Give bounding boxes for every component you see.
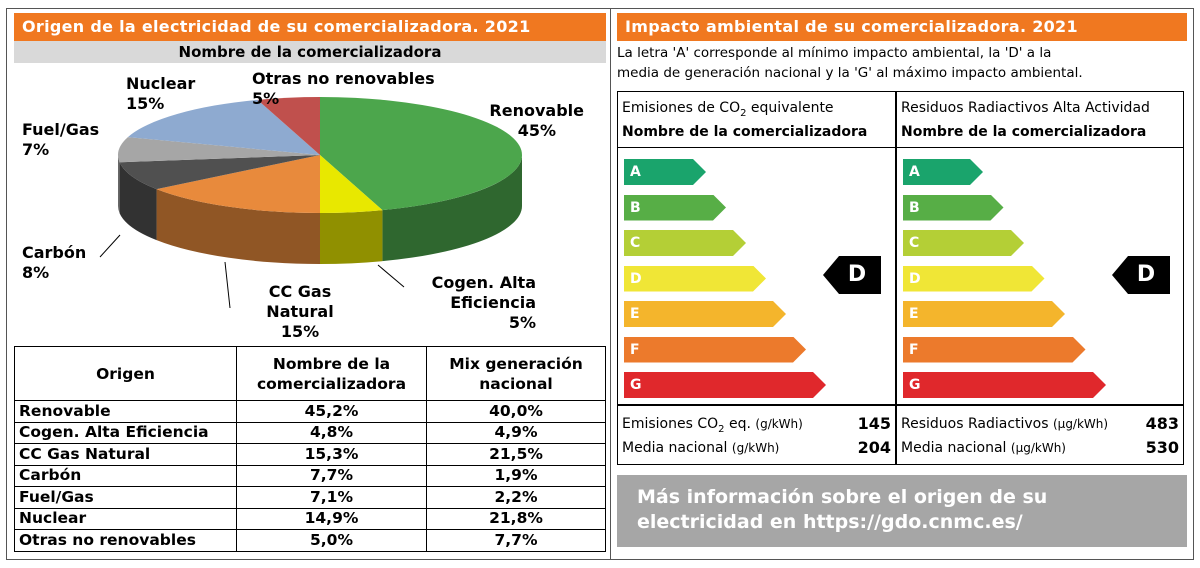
table-row: Renovable 45,2% 40,0%	[14, 400, 606, 423]
table-row: Otras no renovables 5,0% 7,7%	[14, 529, 606, 552]
mix-table: Origen Nombre de la comercializadora Mix…	[14, 346, 606, 552]
left-subtitle: Nombre de la comercializadora	[14, 41, 606, 63]
co2-stats: Emisiones CO2 eq. (g/kWh) 145 Media naci…	[617, 405, 896, 465]
rad-stats: Residuos Radiactivos (µg/kWh) 483 Media …	[896, 405, 1184, 465]
right-title: Impacto ambiental de su comercializadora…	[617, 13, 1187, 41]
pie-slice-cogen-alta-eficiencia	[320, 155, 383, 213]
pie-side-4	[118, 155, 120, 214]
rad-stat-media: Media nacional (µg/kWh) 530	[901, 438, 1179, 457]
rad-grade-b: B	[903, 195, 1004, 221]
co2-grade-b: B	[624, 195, 726, 221]
co2-rating-marker: D	[823, 256, 881, 294]
pie-label-otras: Otras no renovables 5%	[252, 69, 435, 108]
pie-slice-otras-no-renovables	[257, 97, 320, 155]
rad-grade-e: E	[903, 301, 1065, 327]
pie-side-0	[382, 155, 522, 262]
table-row: Carbón 7,7% 1,9%	[14, 464, 606, 487]
co2-grade-a: A	[624, 159, 706, 185]
co2-title: Emisiones de CO2 equivalente	[622, 100, 834, 119]
row-comercializadora: 5,0%	[236, 529, 427, 552]
row-origen: Renovable	[14, 400, 237, 423]
rad-subtitle: Nombre de la comercializadora	[901, 124, 1147, 140]
rad-grade-a: A	[903, 159, 983, 185]
co2-stat-emisiones: Emisiones CO2 eq. (g/kWh) 145	[622, 414, 891, 435]
table-row: Nuclear 14,9% 21,8%	[14, 507, 606, 530]
table-row: CC Gas Natural 15,3% 21,5%	[14, 443, 606, 466]
pie-chart	[99, 97, 522, 309]
intro-text: La letra 'A' corresponde al mínimo impac…	[617, 45, 1083, 81]
divider	[610, 8, 611, 560]
row-mix: 21,5%	[426, 443, 606, 466]
co2-panel: Emisiones de CO2 equivalente Nombre de l…	[617, 91, 896, 405]
row-origen: Carbón	[14, 464, 237, 487]
row-mix: 40,0%	[426, 400, 606, 423]
row-comercializadora: 15,3%	[236, 443, 427, 466]
table-row: Cogen. Alta Eficiencia 4,8% 4,9%	[14, 421, 606, 444]
pie-side-2	[156, 189, 320, 264]
row-mix: 2,2%	[426, 486, 606, 509]
leader-line	[224, 261, 231, 309]
pie-slice-fuel-gas	[118, 137, 320, 163]
rad-grade-d: D	[903, 266, 1045, 292]
pie-label-ccgas: CC Gas Natural 15%	[266, 282, 334, 341]
table-header-row: Origen Nombre de la comercializadora Mix…	[14, 346, 606, 401]
pie-label-nuclear: Nuclear 15%	[126, 74, 196, 113]
row-mix: 4,9%	[426, 421, 606, 444]
pie-slice-renovable	[320, 97, 522, 211]
rad-grade-f: F	[903, 337, 1086, 363]
rad-rating-marker: D	[1112, 256, 1170, 294]
rad-stat-residuos: Residuos Radiactivos (µg/kWh) 483	[901, 414, 1179, 433]
co2-grade-c: C	[624, 230, 746, 256]
row-origen: Cogen. Alta Eficiencia	[14, 421, 237, 444]
row-comercializadora: 14,9%	[236, 507, 427, 530]
pie-side-3	[119, 162, 157, 241]
row-mix: 7,7%	[426, 529, 606, 552]
document-frame	[6, 8, 1194, 560]
co2-grade-f: F	[624, 337, 806, 363]
header-origen: Origen	[14, 346, 237, 401]
row-comercializadora: 7,1%	[236, 486, 427, 509]
leader-line	[99, 234, 121, 258]
row-comercializadora: 4,8%	[236, 421, 427, 444]
row-mix: 21,8%	[426, 507, 606, 530]
table-row: Fuel/Gas 7,1% 2,2%	[14, 486, 606, 509]
co2-grade-d: D	[624, 266, 766, 292]
co2-grade-g: G	[624, 372, 826, 398]
co2-stat-media: Media nacional (g/kWh) 204	[622, 438, 891, 457]
rad-title: Residuos Radiactivos Alta Actividad	[901, 100, 1150, 116]
row-mix: 1,9%	[426, 464, 606, 487]
row-comercializadora: 45,2%	[236, 400, 427, 423]
leader-line	[377, 264, 405, 288]
co2-subtitle: Nombre de la comercializadora	[622, 124, 868, 140]
pie-slice-carb-n	[119, 155, 320, 190]
pie-label-carbon: Carbón 8%	[22, 243, 87, 282]
header-comercializadora: Nombre de la comercializadora	[236, 346, 427, 401]
rad-grade-g: G	[903, 372, 1106, 398]
info-box: Más información sobre el origen de su el…	[617, 475, 1187, 547]
row-origen: CC Gas Natural	[14, 443, 237, 466]
left-title: Origen de la electricidad de su comercia…	[14, 13, 606, 41]
pie-label-cogen: Cogen. Alta Eficiencia 5%	[431, 273, 536, 332]
header-mix: Mix generación nacional	[426, 346, 606, 401]
pie-side-1	[320, 210, 383, 264]
rad-grade-c: C	[903, 230, 1024, 256]
row-origen: Otras no renovables	[14, 529, 237, 552]
row-comercializadora: 7,7%	[236, 464, 427, 487]
pie-label-fuelgas: Fuel/Gas 7%	[22, 120, 100, 159]
pie-label-renovable: Renovable 45%	[489, 101, 584, 140]
info-link[interactable]: electricidad en https://gdo.cnmc.es/	[637, 511, 1023, 533]
row-origen: Nuclear	[14, 507, 237, 530]
pie-slice-cc-gas-natural	[156, 155, 320, 213]
rad-panel: Residuos Radiactivos Alta Actividad Nomb…	[896, 91, 1184, 405]
pie-slice-nuclear	[127, 99, 320, 155]
co2-grade-e: E	[624, 301, 786, 327]
row-origen: Fuel/Gas	[14, 486, 237, 509]
